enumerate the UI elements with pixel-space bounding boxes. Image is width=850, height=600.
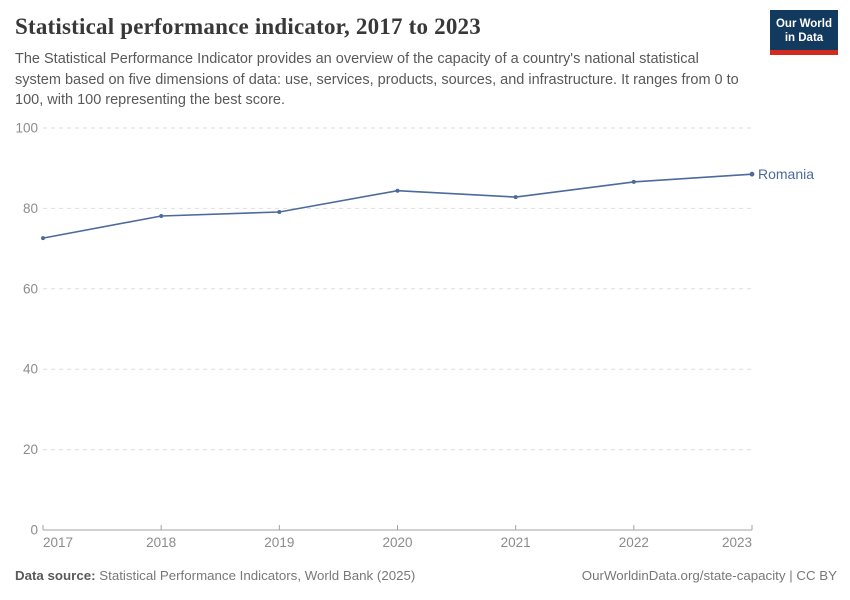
chart-header: Statistical performance indicator, 2017 … bbox=[15, 14, 760, 111]
line-chart-canvas[interactable]: 0 20 40 60 80 100 2017 2018 2019 2020 2021 2022 2023… bbox=[0, 113, 850, 558]
chart-footer: Data source: Statistical Performance Ind… bbox=[15, 568, 837, 583]
x-tick-label: 2017 bbox=[43, 535, 73, 550]
data-point bbox=[749, 171, 755, 177]
data-source-text: Statistical Performance Indicators, Worl… bbox=[99, 568, 416, 583]
owid-logo-line1: Our World bbox=[775, 18, 832, 30]
x-tick-label: 2023 bbox=[722, 535, 752, 550]
data-point bbox=[631, 179, 636, 184]
data-point bbox=[395, 188, 400, 193]
x-tick-label: 2018 bbox=[146, 535, 176, 550]
y-tick-label: 40 bbox=[23, 362, 38, 377]
y-tick-label: 100 bbox=[15, 121, 38, 136]
y-tick-label: 60 bbox=[23, 281, 38, 296]
page-title: Statistical performance indicator, 2017 … bbox=[15, 14, 481, 39]
data-source-label: Data source: bbox=[15, 568, 96, 583]
credit-text: OurWorldinData.org/state-capacity | CC B… bbox=[581, 568, 837, 583]
y-tick-label: 0 bbox=[30, 523, 38, 538]
y-tick-label: 80 bbox=[23, 201, 38, 216]
page-subtitle: The Statistical Performance Indicator pr… bbox=[15, 51, 739, 109]
data-point bbox=[41, 236, 45, 241]
data-point bbox=[277, 210, 282, 214]
data-point bbox=[513, 195, 518, 200]
series-line bbox=[42, 173, 753, 239]
data-point bbox=[159, 214, 164, 218]
x-tick-label: 2022 bbox=[619, 535, 649, 550]
x-tick-label: 2021 bbox=[501, 535, 531, 550]
x-tick-label: 2019 bbox=[264, 535, 294, 550]
owid-logo: Our World in Data bbox=[770, 10, 838, 56]
owid-logo-line2: in Data bbox=[784, 32, 824, 45]
data-source: Data source: Statistical Performance Ind… bbox=[15, 568, 415, 583]
x-tick-label: 2020 bbox=[382, 535, 412, 550]
y-tick-label: 20 bbox=[23, 442, 38, 457]
series-end-label: Romania bbox=[758, 166, 814, 182]
